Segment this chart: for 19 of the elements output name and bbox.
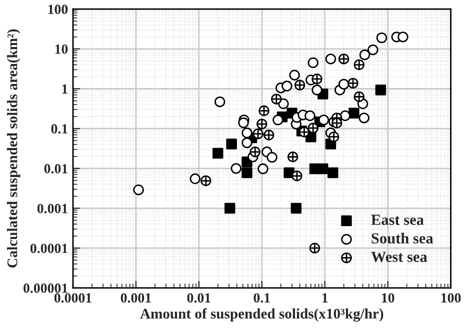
y-tick-label: 0.001 xyxy=(37,204,68,214)
y-tick-label: 10 xyxy=(55,44,68,54)
legend-label: West sea xyxy=(371,252,428,262)
x-tick-label: 10 xyxy=(382,293,394,303)
x-tick-label: 0.01 xyxy=(187,293,210,303)
y-tick-label: 0.1 xyxy=(51,124,68,134)
y-tick-label: 0.0001 xyxy=(30,244,68,254)
legend-label: South sea xyxy=(372,232,434,244)
x-axis-title: Amount of suspended solids(x10³kg/hr) xyxy=(140,308,384,322)
x-tick-label: 0.1 xyxy=(254,293,270,303)
legend-label: East sea xyxy=(371,214,424,225)
y-axis-title: Calculated suspended solids area(km²) xyxy=(6,29,20,268)
x-tick-label: 1 xyxy=(322,293,328,302)
y-tick-label: 100 xyxy=(48,4,68,14)
x-tick-label: 0.001 xyxy=(120,293,151,303)
y-tick-label: 0.01 xyxy=(44,164,68,174)
y-tick-label: 0.00001 xyxy=(24,284,68,293)
y-tick-label: 1 xyxy=(62,84,68,94)
x-tick-label: 100 xyxy=(441,293,461,303)
